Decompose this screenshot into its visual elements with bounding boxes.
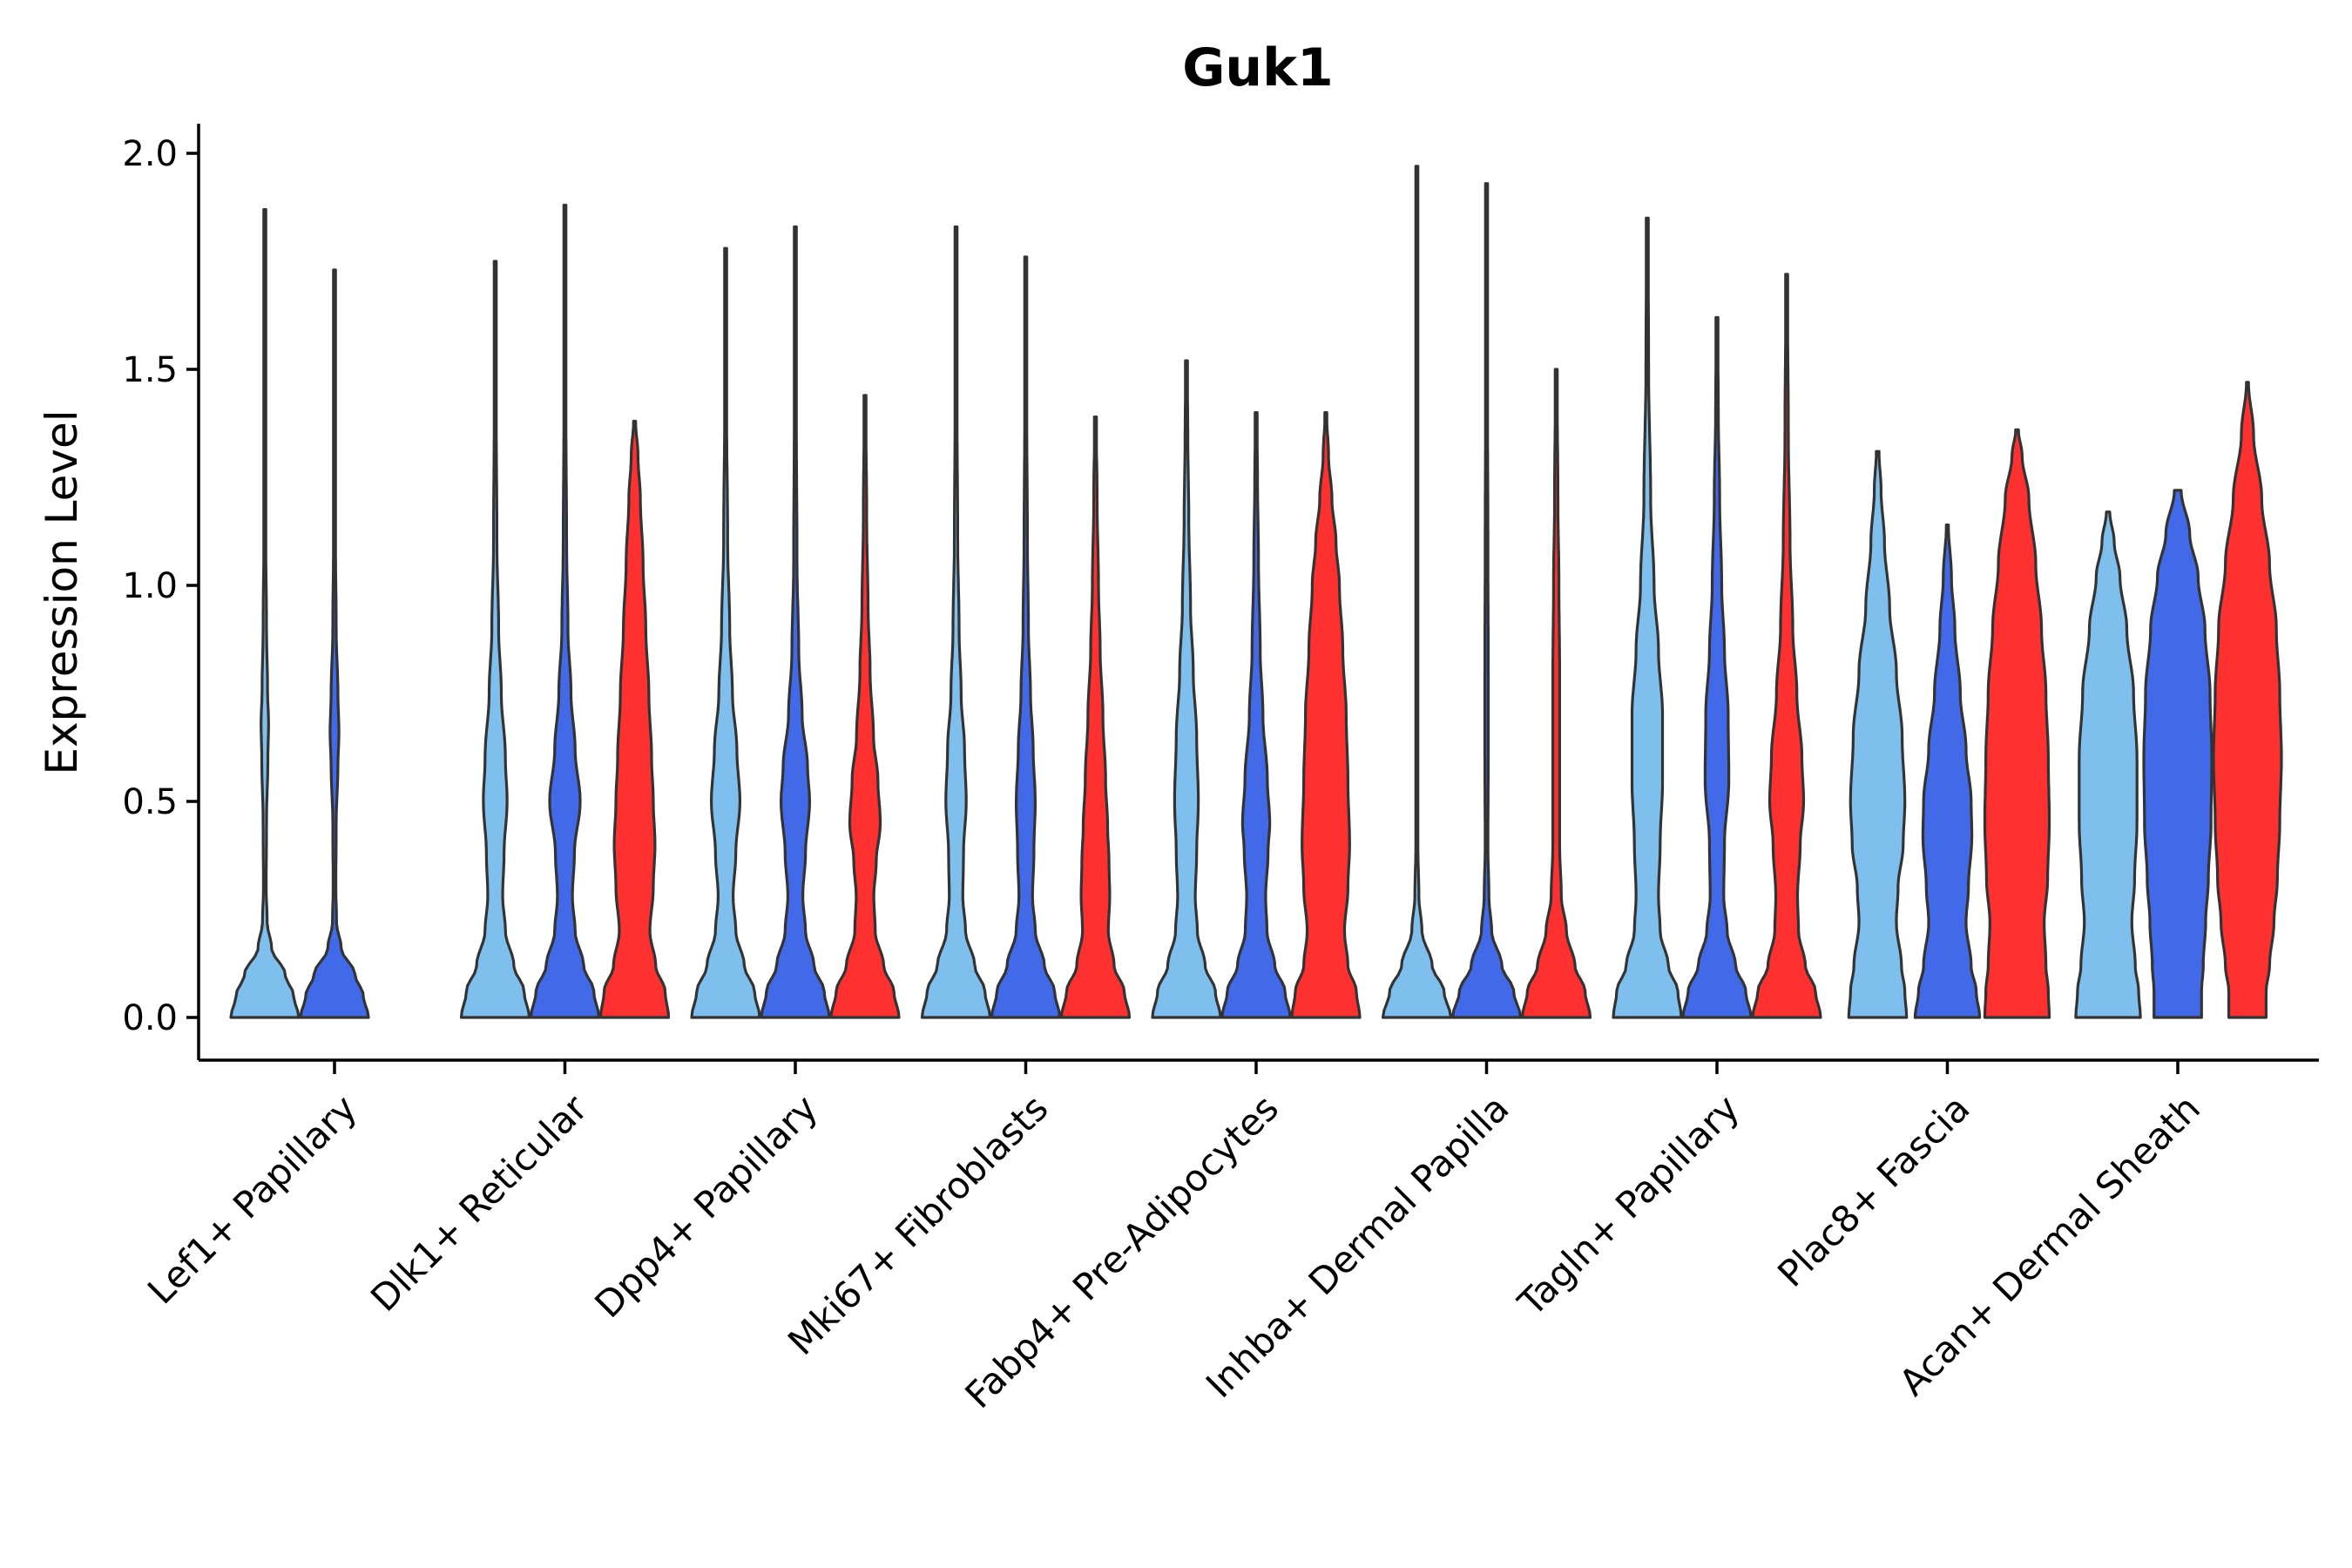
violin-4-0 xyxy=(1151,359,1222,1019)
x-tick-label: Dpp4+ Papillary xyxy=(586,1086,826,1326)
violin-5-2 xyxy=(1520,368,1592,1019)
violin-1-2 xyxy=(598,419,671,1019)
x-tick-label: Tagln+ Papillary xyxy=(1510,1086,1747,1324)
y-tick-label: 0.0 xyxy=(122,998,178,1038)
violin-3-2 xyxy=(1059,416,1132,1019)
violin-6-1 xyxy=(1681,315,1753,1019)
violin-0-0 xyxy=(229,207,301,1019)
violin-1-0 xyxy=(459,260,531,1019)
violin-6-0 xyxy=(1612,216,1683,1019)
violin-5-1 xyxy=(1450,182,1523,1019)
x-tick-label: Plac8+ Fascia xyxy=(1769,1086,1977,1294)
x-tick-label: Mki67+ Fibroblasts xyxy=(780,1086,1056,1362)
chart-title: Guk1 xyxy=(1182,37,1334,98)
y-tick-label: 0.5 xyxy=(122,782,178,822)
violin-7-2 xyxy=(1983,428,2051,1019)
violin-8-2 xyxy=(2212,381,2283,1019)
violin-3-0 xyxy=(920,225,992,1019)
violin-7-0 xyxy=(1847,449,1909,1019)
violin-2-2 xyxy=(829,394,901,1019)
violin-0-1 xyxy=(299,268,370,1019)
violin-2-0 xyxy=(690,247,761,1019)
x-tick-label: Lef1+ Papillary xyxy=(139,1086,365,1312)
violin-4-2 xyxy=(1290,411,1362,1019)
violin-3-1 xyxy=(990,255,1062,1019)
x-tick-label: Dlk1+ Reticular xyxy=(362,1086,596,1320)
y-tick-label: 1.0 xyxy=(122,566,178,606)
violin-2-1 xyxy=(760,225,831,1019)
violin-5-0 xyxy=(1381,165,1453,1019)
violin-7-1 xyxy=(1913,524,1982,1019)
violin-8-1 xyxy=(2142,489,2213,1019)
y-tick-label: 2.0 xyxy=(122,134,178,174)
violins-layer xyxy=(229,165,2283,1019)
y-axis-label: Expression Level xyxy=(37,409,87,774)
y-tick-label: 1.5 xyxy=(122,350,178,390)
violin-4-1 xyxy=(1220,411,1292,1019)
y-axis: 0.0 0.5 1.0 1.5 2.0 xyxy=(122,124,200,1060)
violin-8-0 xyxy=(2074,510,2142,1019)
violin-6-2 xyxy=(1751,273,1822,1019)
violin-1-1 xyxy=(529,203,601,1019)
